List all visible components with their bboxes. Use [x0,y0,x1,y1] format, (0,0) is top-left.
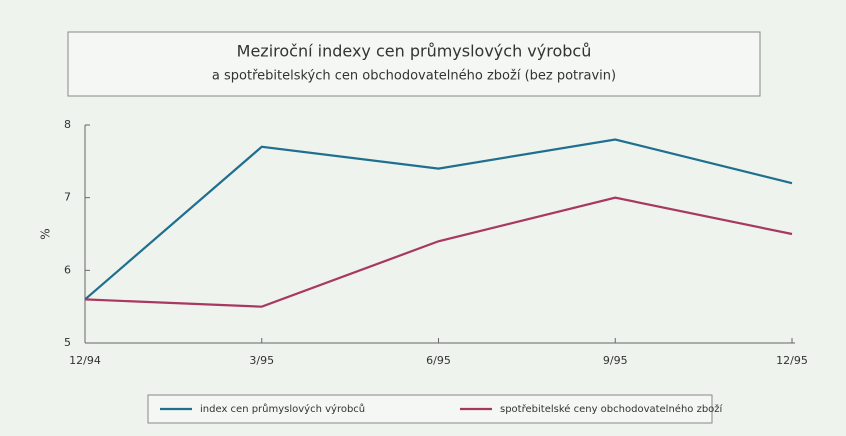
x-tick-label: 12/94 [69,354,101,367]
x-tick-label: 3/95 [249,354,274,367]
title-box [67,31,761,97]
legend-box [147,394,713,424]
chart-subtitle: a spotřebitelských cen obchodovatelného … [212,69,616,84]
y-axis-label: % [39,228,53,239]
legend-label: index cen průmyslových výrobců [200,403,365,415]
legend-label: spotřebitelské ceny obchodovatelného zbo… [500,403,724,415]
chart-title: Meziroční indexy cen průmyslových výrobc… [237,42,592,61]
x-tick-label: 9/95 [603,354,628,367]
x-tick-label: 12/95 [776,354,808,367]
x-tick-label: 6/95 [426,354,451,367]
y-tick-label: 6 [64,263,71,276]
series-line [84,196,793,308]
y-tick-label: 8 [64,118,71,131]
y-tick-label: 7 [64,191,71,204]
y-tick-label: 5 [64,336,71,349]
series-line [84,138,793,301]
